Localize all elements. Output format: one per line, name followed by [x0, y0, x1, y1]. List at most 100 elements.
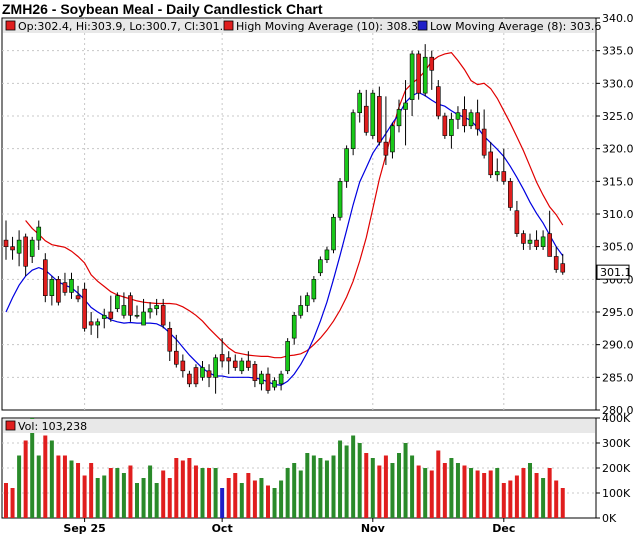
candle-body	[141, 311, 146, 326]
volume-bar	[416, 465, 421, 518]
candle	[344, 145, 349, 188]
volume-bar	[442, 463, 447, 518]
candle	[383, 96, 389, 165]
ohlc-swatch-icon	[5, 20, 16, 31]
volume-bar	[318, 458, 323, 518]
candle-body	[416, 53, 421, 94]
volume-bar	[324, 460, 329, 518]
volume-bar	[82, 475, 87, 518]
candle-body	[449, 118, 454, 136]
volume-bar-series	[4, 418, 565, 518]
candle	[547, 210, 552, 257]
candle	[324, 246, 330, 263]
volume-panel: 400K 300K 200K 100K 0K Vol: 103,238	[1, 412, 631, 525]
candle	[10, 236, 15, 260]
candle-body	[363, 105, 369, 133]
candle-body	[29, 239, 35, 257]
candlestick-series	[3, 44, 566, 394]
volume-bar	[69, 460, 74, 518]
legend-background	[3, 19, 595, 33]
volume-tick-label: 200K	[602, 462, 631, 475]
volume-bar	[148, 465, 153, 518]
price-tick-label: 320.0	[602, 143, 634, 156]
volume-tick-label: 0K	[602, 512, 617, 525]
candle	[16, 230, 22, 267]
volume-bar	[56, 455, 61, 518]
candle-body	[350, 112, 356, 149]
candle-body	[560, 263, 566, 273]
candle	[396, 99, 402, 133]
volume-bar	[128, 465, 133, 518]
candle	[219, 338, 225, 368]
volume-title: Vol: 103,238	[18, 420, 87, 433]
volume-bar	[43, 435, 48, 518]
volume-bar	[154, 483, 159, 518]
candle-body	[36, 226, 42, 241]
candle-body	[23, 236, 28, 267]
last-price-label: 301.1	[600, 266, 632, 279]
x-tick-label: Nov	[361, 522, 386, 535]
candle-body	[3, 239, 9, 247]
candle-body	[213, 357, 218, 378]
volume-bar	[305, 453, 310, 518]
candle-body	[187, 373, 192, 385]
candle	[3, 220, 9, 260]
candle	[331, 214, 336, 254]
volume-legend-background	[3, 419, 595, 433]
candle	[101, 308, 107, 329]
volume-bar	[541, 478, 546, 518]
volume-bar	[62, 455, 67, 518]
volume-bar	[49, 440, 54, 518]
volume-bar	[174, 458, 179, 518]
price-panel: 340.0 335.0 330.0 325.0 320.0 315.0 310.0 305.0…	[1, 12, 634, 417]
candle-body	[49, 279, 55, 296]
candle	[377, 86, 382, 146]
candle	[501, 148, 507, 185]
candle	[265, 367, 271, 394]
candle-body	[370, 92, 376, 136]
legend-ohlc: Op:302.4, Hi:303.9, Lo:300.7, Cl:301.1	[18, 20, 230, 33]
candle-body	[265, 373, 271, 391]
volume-bar	[475, 470, 480, 518]
candle-body	[167, 328, 173, 352]
volume-bar	[344, 445, 349, 518]
candle	[435, 80, 441, 120]
candle	[534, 230, 539, 250]
candle-body	[527, 239, 533, 244]
candle	[390, 122, 395, 159]
volume-bar	[161, 470, 166, 518]
candle	[494, 158, 500, 182]
candle	[115, 292, 120, 312]
x-axis: Sep 25 Oct Nov Dec	[63, 518, 515, 535]
candle-body	[291, 314, 297, 339]
candle	[272, 377, 277, 391]
candle-body	[409, 53, 415, 100]
volume-bar	[521, 468, 526, 518]
volume-bar	[89, 463, 94, 518]
candle-body	[42, 259, 48, 296]
candle	[226, 351, 231, 375]
volume-bar	[462, 465, 467, 518]
candle-body	[304, 295, 310, 306]
low-ma-swatch-icon	[417, 20, 428, 31]
price-legend: Op:302.4, Hi:303.9, Lo:300.7, Cl:301.1 H…	[3, 19, 601, 33]
candle-body	[331, 216, 336, 251]
candle	[134, 305, 140, 319]
candle-body	[337, 181, 343, 218]
candle	[121, 292, 127, 319]
volume-bar	[207, 468, 212, 518]
candle	[187, 370, 192, 388]
price-tick-label: 330.0	[602, 77, 634, 90]
candle	[167, 321, 173, 361]
candle	[514, 200, 520, 237]
volume-bar	[383, 455, 388, 518]
candle	[29, 236, 35, 263]
volume-bar	[4, 483, 8, 518]
candle	[213, 354, 218, 394]
candle	[291, 312, 297, 345]
volume-bar	[560, 488, 565, 518]
candle-body	[403, 102, 408, 110]
volume-bar	[331, 455, 336, 518]
candle	[56, 276, 61, 306]
candle	[527, 233, 533, 250]
